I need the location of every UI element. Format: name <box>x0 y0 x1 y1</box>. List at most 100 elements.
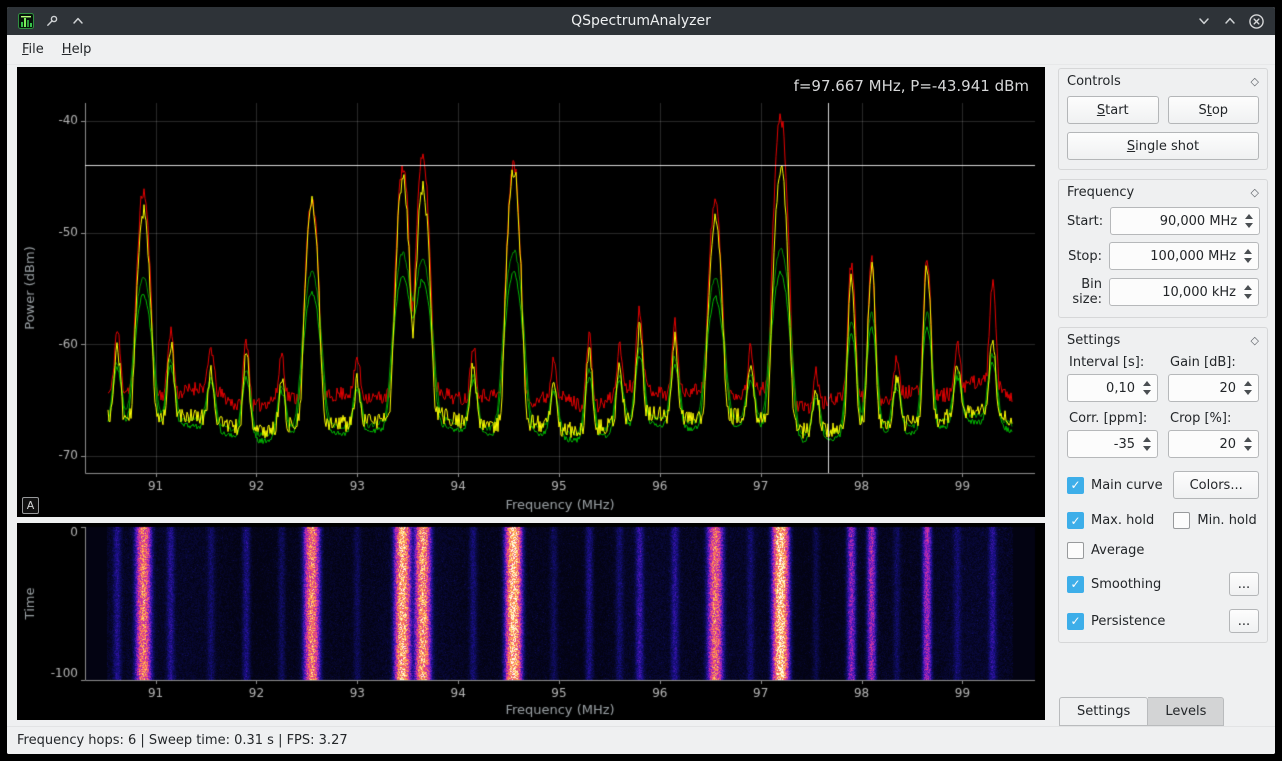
interval-label: Interval [s]: <box>1069 355 1145 370</box>
checkbox-indicator: ✓ <box>1067 512 1084 529</box>
check-icon: ✓ <box>1070 478 1081 492</box>
spin-up-icon[interactable] <box>1143 437 1151 442</box>
titlebar-right-buttons <box>1185 12 1275 30</box>
settings-group: Settings ◇ Interval [s]: Gain [dB]: <box>1058 327 1268 643</box>
smoothing-checkbox[interactable]: ✓ Smoothing <box>1067 575 1165 593</box>
spectrum-canvas[interactable] <box>17 67 1045 517</box>
spin-down-icon[interactable] <box>1244 294 1252 299</box>
auto-range-button[interactable]: A <box>22 497 39 514</box>
close-icon[interactable] <box>1247 12 1265 30</box>
dock-float-icon[interactable]: ◇ <box>1250 334 1259 347</box>
freq-stop-label: Stop: <box>1068 248 1102 264</box>
spin-up-icon[interactable] <box>1245 214 1254 219</box>
spin-down-icon[interactable] <box>1244 446 1252 451</box>
titlebar[interactable]: QSpectrumAnalyzer <box>7 7 1275 35</box>
max-hold-checkbox[interactable]: ✓ Max. hold <box>1067 512 1165 529</box>
spin-down-icon[interactable] <box>1245 223 1254 228</box>
min-hold-checkbox[interactable]: ✓ Min. hold <box>1173 512 1259 529</box>
main-curve-checkbox[interactable]: ✓ Main curve <box>1067 476 1165 494</box>
minimize-icon[interactable] <box>1195 12 1213 30</box>
checkbox-indicator: ✓ <box>1067 575 1084 593</box>
spectrum-plot[interactable]: f=97.667 MHz, P=-43.941 dBm A <box>17 67 1045 517</box>
dock-float-icon[interactable]: ◇ <box>1250 186 1259 199</box>
controls-group: Controls ◇ Start Stop Single shot <box>1058 68 1268 170</box>
main-area: f=97.667 MHz, P=-43.941 dBm A Controls ◇… <box>7 65 1275 726</box>
gain-input[interactable] <box>1169 375 1258 401</box>
tab-settings[interactable]: Settings <box>1059 697 1149 726</box>
spin-buttons[interactable] <box>1245 208 1254 234</box>
spin-down-icon[interactable] <box>1143 390 1151 395</box>
freq-start-label: Start: <box>1067 213 1104 229</box>
dock-float-icon[interactable]: ◇ <box>1250 75 1259 88</box>
smoothing-label: Smoothing <box>1091 576 1162 592</box>
dock-tabbar: Settings Levels <box>1058 697 1268 726</box>
corr-spinbox[interactable] <box>1067 430 1158 458</box>
status-text: Frequency hops: 6 | Sweep time: 0.31 s |… <box>17 733 348 748</box>
titlebar-left-buttons <box>7 12 97 30</box>
spin-down-icon[interactable] <box>1244 390 1252 395</box>
colors-button[interactable]: Colors... <box>1173 471 1259 499</box>
spin-up-icon[interactable] <box>1244 285 1252 290</box>
crop-spinbox[interactable] <box>1168 430 1259 458</box>
waterfall-plot[interactable] <box>17 523 1045 720</box>
interval-spinbox[interactable] <box>1067 374 1158 402</box>
spin-buttons[interactable] <box>1244 431 1252 457</box>
right-panel: Controls ◇ Start Stop Single shot Freque… <box>1053 65 1275 726</box>
freq-stop-input[interactable] <box>1110 243 1258 269</box>
spin-buttons[interactable] <box>1244 243 1252 269</box>
stop-button[interactable]: Stop <box>1167 96 1259 124</box>
start-button[interactable]: Start <box>1067 96 1159 124</box>
single-shot-button[interactable]: Single shot <box>1067 132 1259 160</box>
crop-label: Crop [%]: <box>1170 411 1232 426</box>
checkbox-indicator: ✓ <box>1067 542 1084 559</box>
min-hold-label: Min. hold <box>1197 513 1257 528</box>
tab-levels[interactable]: Levels <box>1148 697 1225 726</box>
corr-input[interactable] <box>1068 431 1157 457</box>
frequency-group: Frequency ◇ Start: Stop: <box>1058 179 1268 318</box>
spin-buttons[interactable] <box>1244 375 1252 401</box>
main-curve-label: Main curve <box>1091 477 1163 493</box>
menu-file[interactable]: File <box>22 42 44 57</box>
gain-spinbox[interactable] <box>1168 374 1259 402</box>
pin-icon[interactable] <box>43 12 61 30</box>
spin-down-icon[interactable] <box>1244 258 1252 263</box>
app-icon[interactable] <box>17 12 35 30</box>
crop-input[interactable] <box>1169 431 1258 457</box>
spin-up-icon[interactable] <box>1244 381 1252 386</box>
menu-help[interactable]: Help <box>61 42 92 57</box>
average-checkbox[interactable]: ✓ Average <box>1067 542 1165 559</box>
plot-column: f=97.667 MHz, P=-43.941 dBm A <box>7 65 1053 726</box>
check-icon: ✓ <box>1070 614 1081 628</box>
persistence-checkbox[interactable]: ✓ Persistence <box>1067 612 1166 630</box>
spin-buttons[interactable] <box>1244 279 1252 305</box>
checkbox-indicator: ✓ <box>1067 612 1084 630</box>
bin-size-input[interactable] <box>1110 279 1258 305</box>
spin-buttons[interactable] <box>1143 431 1151 457</box>
spin-up-icon[interactable] <box>1143 381 1151 386</box>
maximize-icon[interactable] <box>1221 12 1239 30</box>
persistence-label: Persistence <box>1091 613 1166 629</box>
spin-buttons[interactable] <box>1143 375 1151 401</box>
waterfall-canvas[interactable] <box>17 523 1045 720</box>
keep-above-icon[interactable] <box>69 12 87 30</box>
check-icon: ✓ <box>1070 513 1081 528</box>
gain-label: Gain [dB]: <box>1170 355 1236 370</box>
freq-stop-spinbox[interactable] <box>1109 242 1259 270</box>
spin-up-icon[interactable] <box>1244 437 1252 442</box>
max-hold-label: Max. hold <box>1091 513 1155 528</box>
spin-up-icon[interactable] <box>1244 249 1252 254</box>
corr-label: Corr. [ppm]: <box>1069 411 1148 426</box>
spin-down-icon[interactable] <box>1143 446 1151 451</box>
smoothing-settings-button[interactable]: ... <box>1229 572 1259 596</box>
average-label: Average <box>1091 543 1145 558</box>
interval-input[interactable] <box>1068 375 1157 401</box>
persistence-settings-button[interactable]: ... <box>1229 609 1259 633</box>
bin-size-label: Bin size: <box>1072 277 1102 307</box>
freq-start-spinbox[interactable] <box>1110 207 1261 235</box>
freq-start-input[interactable] <box>1111 208 1260 234</box>
frequency-group-title: Frequency <box>1067 185 1135 200</box>
menubar: File Help <box>7 35 1275 65</box>
checkbox-indicator: ✓ <box>1173 512 1191 529</box>
bin-size-spinbox[interactable] <box>1109 278 1259 306</box>
